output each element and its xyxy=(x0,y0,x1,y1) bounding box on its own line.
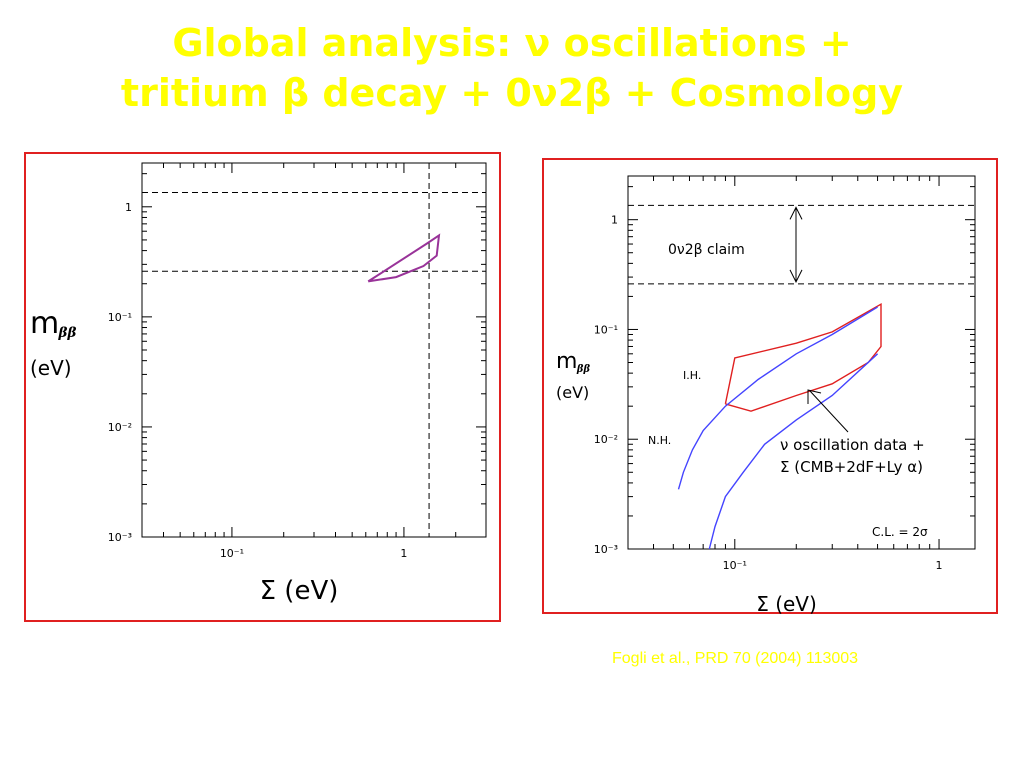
oscillation-annotation-line2: Σ (CMB+2dF+Ly α) xyxy=(780,458,923,476)
chart-1: 10⁻¹ 1 10⁻³ 10⁻² 10⁻¹ 1 Σ (eV) m ββ (eV) xyxy=(30,162,487,606)
x-axis-label: Σ (eV) xyxy=(260,576,339,606)
cl-label: C.L. = 2σ xyxy=(872,525,928,539)
ih-label: I.H. xyxy=(683,369,701,382)
y-tick-label: 10⁻³ xyxy=(594,543,618,556)
y-axis-label-main: m xyxy=(556,349,577,374)
y-tick-label: 10⁻³ xyxy=(108,531,132,544)
left-panel-frame xyxy=(24,152,501,622)
allowed-region-contour xyxy=(367,233,441,283)
x-tick-label: 1 xyxy=(936,559,943,572)
oscillation-arrow xyxy=(809,390,849,433)
y-axis-label-main: m xyxy=(30,306,59,341)
right-panel-frame xyxy=(542,158,998,614)
chart-2: 10⁻¹ 1 10⁻³ 10⁻² 10⁻¹ 1 Σ (eV) m ββ (eV) 0ν2β clai… xyxy=(556,175,976,616)
x-tick-label: 10⁻¹ xyxy=(220,547,244,560)
y-tick-label: 1 xyxy=(611,214,618,227)
y-tick-label: 10⁻¹ xyxy=(594,323,618,336)
x-tick-label: 10⁻¹ xyxy=(723,559,747,572)
y-tick-label: 1 xyxy=(125,201,132,214)
y-axis-label-unit: (eV) xyxy=(556,383,589,402)
oscillation-annotation-line1: ν oscillation data + xyxy=(780,436,925,454)
y-axis-label-sub: ββ xyxy=(58,325,77,341)
footer-citation: Fogli et al., PRD 70 (2004) 113003 xyxy=(612,650,859,667)
y-tick-label: 10⁻¹ xyxy=(108,311,132,324)
slide-title-line1: Global analysis: ν oscillations + xyxy=(172,21,852,65)
nh-band-upper-line xyxy=(677,306,878,490)
plot-frame xyxy=(627,175,976,550)
oscillation-arrow-head xyxy=(807,389,822,404)
y-tick-label: 10⁻² xyxy=(594,433,618,446)
nh-band-lower-line xyxy=(708,353,879,550)
claim-annotation: 0ν2β claim xyxy=(668,242,745,258)
x-axis-label: Σ (eV) xyxy=(756,592,817,616)
plot-frame xyxy=(141,162,487,538)
claim-arrow-head-down xyxy=(789,269,803,284)
x-tick-label: 1 xyxy=(400,547,407,560)
nh-label: N.H. xyxy=(648,434,671,447)
slide-title-line2: tritium β decay + 0ν2β + Cosmology xyxy=(120,71,904,115)
y-tick-label: 10⁻² xyxy=(108,421,132,434)
y-axis-label-sub: ββ xyxy=(576,364,591,375)
y-axis-label-unit: (eV) xyxy=(30,356,72,380)
ih-region-contour xyxy=(724,302,882,412)
claim-arrow-head-up xyxy=(789,206,803,220)
